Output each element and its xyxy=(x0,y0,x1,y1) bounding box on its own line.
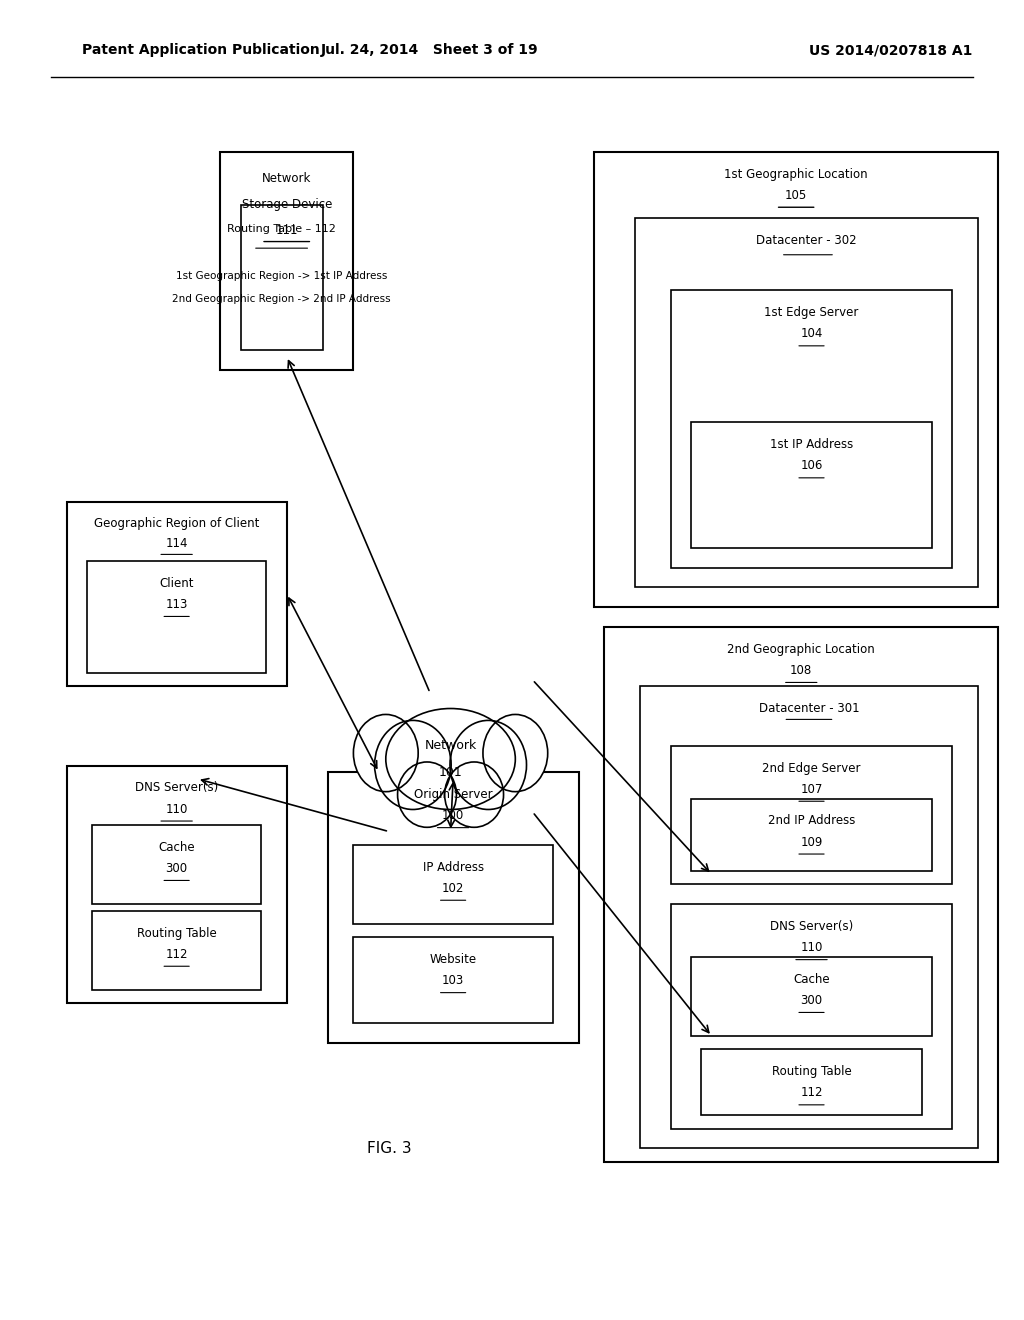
FancyBboxPatch shape xyxy=(671,904,952,1129)
FancyBboxPatch shape xyxy=(241,205,323,350)
FancyBboxPatch shape xyxy=(691,957,932,1036)
Text: Origin Server: Origin Server xyxy=(414,788,493,801)
Text: Cache: Cache xyxy=(159,841,195,854)
Text: 2nd IP Address: 2nd IP Address xyxy=(768,814,855,828)
Text: 102: 102 xyxy=(442,882,464,895)
FancyBboxPatch shape xyxy=(691,422,932,548)
Text: 300: 300 xyxy=(166,862,187,875)
FancyBboxPatch shape xyxy=(671,290,952,568)
Ellipse shape xyxy=(450,721,526,809)
Text: US 2014/0207818 A1: US 2014/0207818 A1 xyxy=(809,44,973,57)
FancyBboxPatch shape xyxy=(640,686,978,1148)
FancyBboxPatch shape xyxy=(328,772,579,1043)
Text: IP Address: IP Address xyxy=(423,861,483,874)
FancyBboxPatch shape xyxy=(701,1049,922,1115)
Text: 112: 112 xyxy=(801,1086,822,1100)
Text: 1st Geographic Region -> 1st IP Address: 1st Geographic Region -> 1st IP Address xyxy=(176,271,387,281)
Text: DNS Server(s): DNS Server(s) xyxy=(770,920,853,933)
FancyBboxPatch shape xyxy=(92,911,261,990)
Text: 109: 109 xyxy=(801,836,822,849)
Text: 2nd Geographic Location: 2nd Geographic Location xyxy=(727,643,876,656)
Text: 110: 110 xyxy=(166,803,187,816)
Ellipse shape xyxy=(375,721,452,809)
FancyBboxPatch shape xyxy=(220,152,353,370)
FancyBboxPatch shape xyxy=(635,218,978,587)
Text: Network: Network xyxy=(424,739,477,752)
Ellipse shape xyxy=(483,714,548,792)
Text: Routing Table: Routing Table xyxy=(772,1065,851,1078)
Text: 108: 108 xyxy=(791,664,812,677)
Text: 110: 110 xyxy=(801,941,822,954)
FancyBboxPatch shape xyxy=(691,799,932,871)
Text: Jul. 24, 2014   Sheet 3 of 19: Jul. 24, 2014 Sheet 3 of 19 xyxy=(322,44,539,57)
Text: Routing Table: Routing Table xyxy=(137,927,216,940)
Ellipse shape xyxy=(353,714,418,792)
Text: 1st IP Address: 1st IP Address xyxy=(770,438,853,451)
Text: Storage Device: Storage Device xyxy=(242,198,332,211)
Text: 105: 105 xyxy=(785,189,807,202)
Text: Geographic Region of Client: Geographic Region of Client xyxy=(94,517,259,531)
Text: 112: 112 xyxy=(166,948,187,961)
Text: 300: 300 xyxy=(801,994,822,1007)
Text: Routing Table – 112: Routing Table – 112 xyxy=(227,224,336,235)
Text: 103: 103 xyxy=(442,974,464,987)
Ellipse shape xyxy=(444,762,504,828)
Text: Cache: Cache xyxy=(794,973,829,986)
FancyBboxPatch shape xyxy=(87,561,266,673)
Ellipse shape xyxy=(397,762,457,828)
Text: 101: 101 xyxy=(438,766,463,779)
FancyBboxPatch shape xyxy=(604,627,998,1162)
Text: Patent Application Publication: Patent Application Publication xyxy=(82,44,319,57)
FancyBboxPatch shape xyxy=(353,937,553,1023)
Text: 2nd Geographic Region -> 2nd IP Address: 2nd Geographic Region -> 2nd IP Address xyxy=(172,294,391,305)
Text: 106: 106 xyxy=(801,459,822,473)
FancyBboxPatch shape xyxy=(92,825,261,904)
Ellipse shape xyxy=(386,709,515,809)
Text: Datacenter - 301: Datacenter - 301 xyxy=(759,702,859,715)
FancyBboxPatch shape xyxy=(67,502,287,686)
Text: Datacenter - 302: Datacenter - 302 xyxy=(756,234,857,247)
Text: 104: 104 xyxy=(801,327,822,341)
Text: Client: Client xyxy=(160,577,194,590)
FancyBboxPatch shape xyxy=(67,766,287,1003)
Text: 113: 113 xyxy=(166,598,187,611)
FancyBboxPatch shape xyxy=(594,152,998,607)
Text: Network: Network xyxy=(262,172,311,185)
Text: 2nd Edge Server: 2nd Edge Server xyxy=(762,762,861,775)
Text: Website: Website xyxy=(429,953,477,966)
Text: DNS Server(s): DNS Server(s) xyxy=(135,781,218,795)
FancyBboxPatch shape xyxy=(671,746,952,884)
Text: 107: 107 xyxy=(801,783,822,796)
Text: 100: 100 xyxy=(442,809,464,822)
Text: FIG. 3: FIG. 3 xyxy=(367,1140,412,1156)
Text: 114: 114 xyxy=(166,537,187,550)
Text: 1st Edge Server: 1st Edge Server xyxy=(764,306,859,319)
Text: 1st Geographic Location: 1st Geographic Location xyxy=(724,168,868,181)
FancyBboxPatch shape xyxy=(353,845,553,924)
Text: 111: 111 xyxy=(275,224,298,238)
